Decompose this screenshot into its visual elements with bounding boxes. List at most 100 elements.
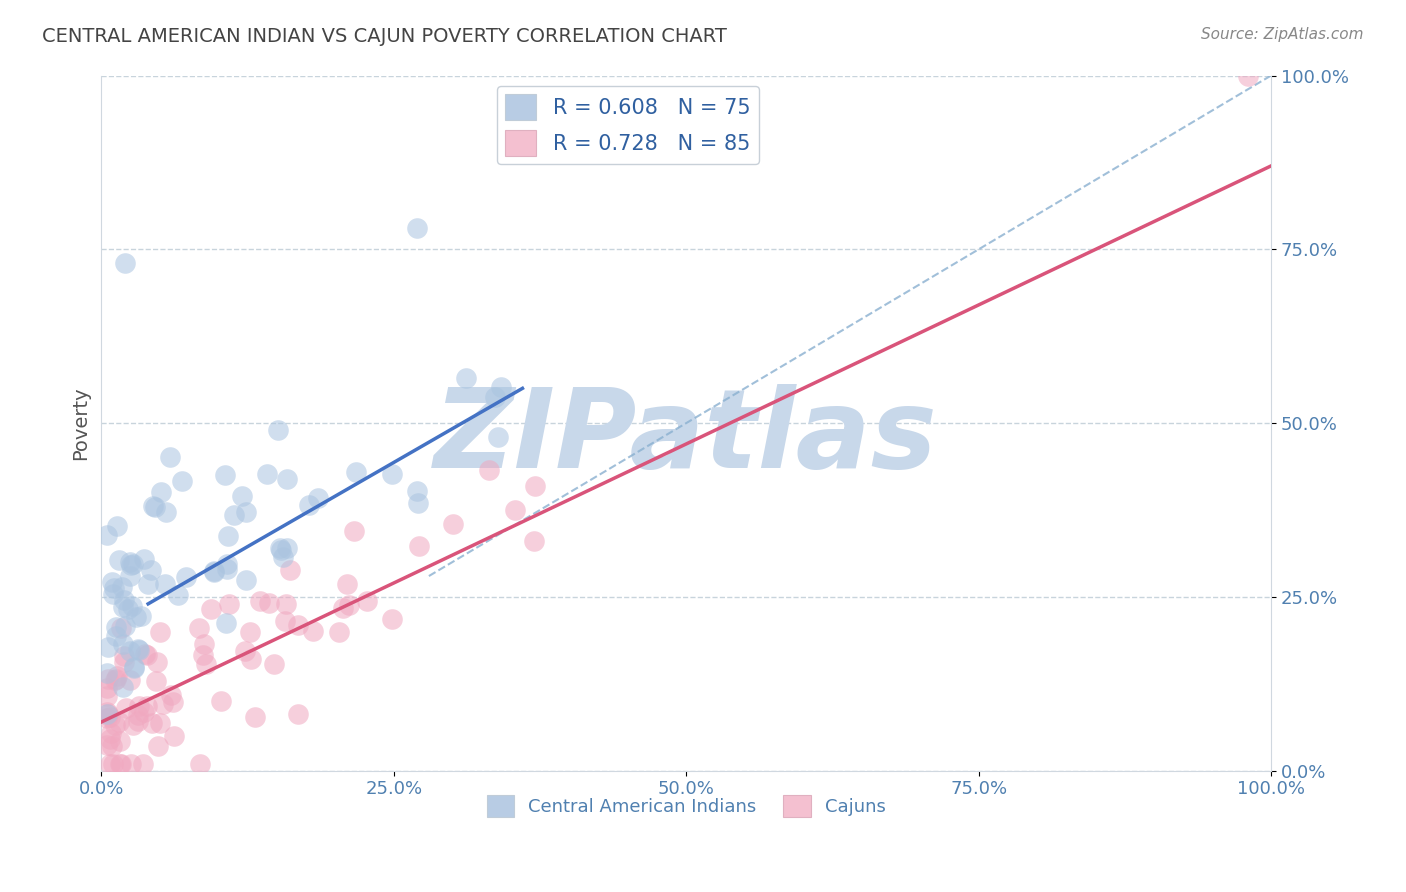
- Point: [108, 553, 131, 567]
- Point: [217, 529, 239, 543]
- Point: [193, 637, 215, 651]
- Point: [245, 710, 267, 724]
- Point: [456, 370, 478, 384]
- Point: [200, 602, 222, 616]
- Point: [249, 594, 271, 608]
- Text: ZIPatlas: ZIPatlas: [434, 384, 938, 491]
- Point: [235, 505, 257, 519]
- Point: [101, 756, 124, 771]
- Y-axis label: Poverty: Poverty: [72, 386, 90, 460]
- Point: [120, 569, 142, 583]
- Point: [118, 644, 141, 658]
- Point: [114, 619, 136, 633]
- Point: [267, 423, 290, 437]
- Point: [127, 714, 149, 729]
- Point: [118, 673, 141, 687]
- Point: [134, 647, 156, 661]
- Point: [202, 564, 225, 578]
- Point: [146, 655, 169, 669]
- Point: [127, 708, 149, 723]
- Point: [148, 739, 170, 753]
- Point: [127, 641, 149, 656]
- Point: [132, 756, 155, 771]
- Point: [111, 637, 134, 651]
- Point: [96, 666, 118, 681]
- Point: [104, 620, 127, 634]
- Point: [138, 576, 160, 591]
- Point: [97, 707, 120, 722]
- Point: [215, 615, 238, 630]
- Point: [239, 625, 262, 640]
- Point: [150, 485, 173, 500]
- Point: [381, 467, 404, 481]
- Point: [263, 657, 285, 672]
- Point: [141, 716, 163, 731]
- Point: [271, 549, 294, 564]
- Point: [117, 602, 139, 616]
- Point: [96, 738, 118, 752]
- Point: [336, 577, 359, 591]
- Point: [97, 672, 120, 686]
- Point: [152, 697, 174, 711]
- Point: [110, 756, 132, 771]
- Point: [96, 689, 118, 703]
- Point: [104, 673, 127, 688]
- Point: [202, 565, 225, 579]
- Point: [328, 625, 350, 640]
- Point: [217, 562, 239, 576]
- Point: [269, 541, 291, 555]
- Point: [406, 496, 429, 510]
- Point: [105, 629, 128, 643]
- Point: [136, 699, 159, 714]
- Point: [101, 574, 124, 589]
- Point: [122, 660, 145, 674]
- Point: [278, 563, 301, 577]
- Point: [121, 599, 143, 614]
- Point: [222, 508, 245, 522]
- Point: [307, 491, 329, 506]
- Point: [125, 609, 148, 624]
- Point: [406, 221, 429, 235]
- Point: [105, 672, 128, 686]
- Point: [301, 624, 323, 638]
- Point: [356, 594, 378, 608]
- Point: [332, 600, 354, 615]
- Point: [101, 739, 124, 753]
- Point: [235, 573, 257, 587]
- Point: [523, 534, 546, 549]
- Point: [276, 541, 298, 556]
- Point: [505, 503, 527, 517]
- Point: [110, 621, 132, 635]
- Point: [141, 563, 163, 577]
- Point: [105, 519, 128, 533]
- Point: [239, 652, 262, 666]
- Point: [170, 474, 193, 488]
- Point: [136, 648, 159, 662]
- Point: [274, 597, 297, 611]
- Legend: Central American Indians, Cajuns: Central American Indians, Cajuns: [479, 788, 893, 824]
- Point: [111, 580, 134, 594]
- Point: [143, 500, 166, 515]
- Point: [134, 552, 156, 566]
- Point: [160, 688, 183, 702]
- Point: [406, 483, 429, 498]
- Point: [155, 505, 177, 519]
- Point: [145, 674, 167, 689]
- Point: [111, 680, 134, 694]
- Point: [115, 701, 138, 715]
- Point: [408, 540, 430, 554]
- Point: [270, 542, 292, 557]
- Point: [441, 516, 464, 531]
- Point: [215, 558, 238, 572]
- Point: [176, 570, 198, 584]
- Text: CENTRAL AMERICAN INDIAN VS CAJUN POVERTY CORRELATION CHART: CENTRAL AMERICAN INDIAN VS CAJUN POVERTY…: [42, 27, 727, 45]
- Point: [337, 598, 360, 612]
- Point: [155, 576, 177, 591]
- Point: [100, 726, 122, 740]
- Point: [195, 657, 218, 671]
- Point: [149, 715, 172, 730]
- Point: [233, 644, 256, 658]
- Point: [112, 655, 135, 669]
- Point: [129, 609, 152, 624]
- Point: [103, 582, 125, 596]
